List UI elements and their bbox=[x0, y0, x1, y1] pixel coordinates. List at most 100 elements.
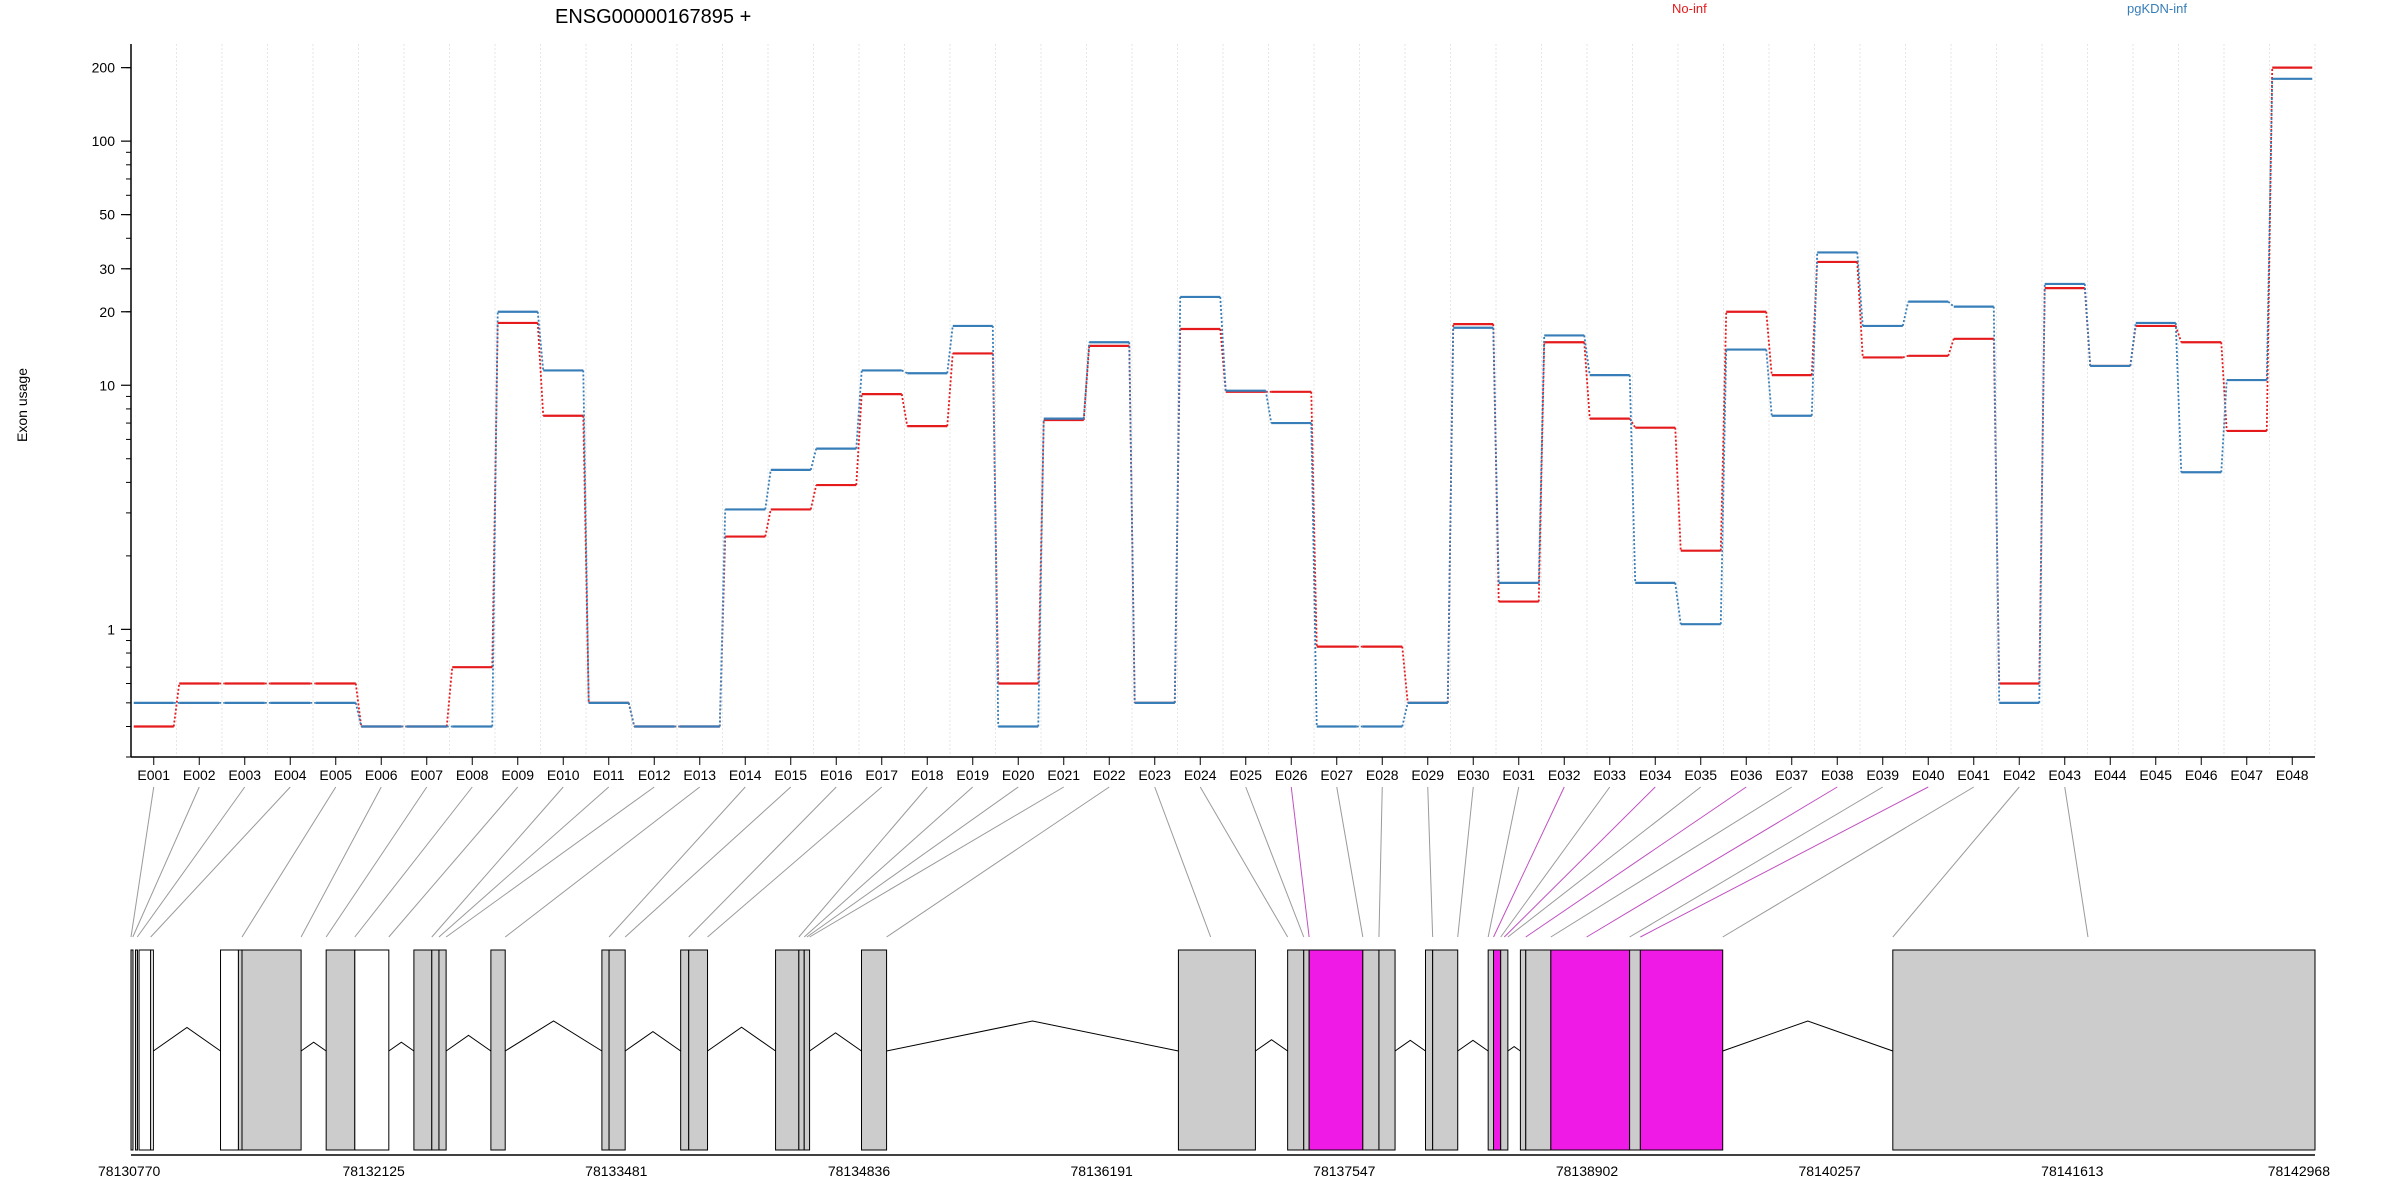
intron bbox=[886, 1020, 1179, 1052]
coord-label: 78133481 bbox=[585, 1163, 648, 1179]
exon-block bbox=[798, 949, 805, 1151]
exon-block bbox=[1550, 949, 1631, 1151]
usage-connector bbox=[2174, 325, 2183, 343]
usage-connector bbox=[1674, 582, 1682, 625]
usage-connector bbox=[1765, 311, 1773, 376]
x-tick-label: E012 bbox=[638, 767, 671, 783]
y-tick-label: 200 bbox=[92, 60, 116, 76]
x-tick-label: E038 bbox=[1821, 767, 1854, 783]
exon-block bbox=[775, 949, 800, 1151]
x-tick-label: E007 bbox=[410, 767, 443, 783]
usage-connector bbox=[1947, 338, 1955, 357]
exon-block bbox=[1432, 949, 1459, 1151]
usage-connector bbox=[1446, 327, 1455, 703]
usage-connector bbox=[2174, 322, 2183, 473]
exon-block bbox=[150, 949, 154, 1151]
exon-block bbox=[413, 949, 433, 1151]
y-tick-label: 50 bbox=[99, 207, 115, 223]
x-tick-label: E030 bbox=[1457, 767, 1490, 783]
coord-label: 78142968 bbox=[2268, 1163, 2331, 1179]
usage-connector bbox=[764, 509, 772, 537]
coord-label: 78141613 bbox=[2041, 1163, 2104, 1179]
x-tick-label: E031 bbox=[1502, 767, 1535, 783]
usage-connector bbox=[582, 370, 590, 703]
x-tick-label: E036 bbox=[1730, 767, 1763, 783]
exon-block bbox=[1378, 949, 1396, 1151]
series-1 bbox=[133, 77, 2313, 728]
exon-connector bbox=[1290, 786, 1310, 938]
x-tick-label: E018 bbox=[911, 767, 944, 783]
usage-connector bbox=[946, 353, 954, 427]
y-tick-label: 100 bbox=[92, 133, 116, 149]
usage-connector bbox=[764, 469, 772, 510]
x-tick-label: E015 bbox=[774, 767, 807, 783]
exon-connector bbox=[241, 786, 337, 938]
usage-connector bbox=[627, 702, 636, 727]
x-axis-ticks: E001 E002 E003 E004 E005 E006 E007 E008 E009 E010… bbox=[137, 757, 2309, 783]
x-tick-label: E048 bbox=[2276, 767, 2309, 783]
exon-connector bbox=[806, 786, 1019, 938]
usage-connector bbox=[1264, 390, 1273, 424]
coord-label: 78140257 bbox=[1799, 1163, 1862, 1179]
x-tick-label: E043 bbox=[2048, 767, 2081, 783]
usage-connector bbox=[855, 370, 863, 449]
x-tick-label: E003 bbox=[228, 767, 261, 783]
usage-connector bbox=[1901, 301, 1910, 327]
x-tick-label: E032 bbox=[1548, 767, 1581, 783]
exon-connector bbox=[886, 786, 1110, 938]
exon-connector bbox=[1586, 786, 1838, 938]
usage-connector bbox=[1810, 252, 1819, 416]
series-lines bbox=[133, 66, 2313, 728]
coord-label: 78134836 bbox=[828, 1163, 891, 1179]
usage-connector bbox=[1082, 342, 1091, 419]
intron bbox=[624, 1030, 681, 1052]
exon-connector bbox=[688, 786, 837, 938]
x-tick-label: E042 bbox=[2003, 767, 2036, 783]
exon-connector bbox=[809, 786, 1065, 938]
x-tick-label: E034 bbox=[1639, 767, 1672, 783]
exon-connector bbox=[707, 786, 883, 938]
x-tick-label: E021 bbox=[1047, 767, 1080, 783]
chart-title: ENSG00000167895 + bbox=[555, 6, 751, 28]
y-tick-label: 1 bbox=[107, 621, 115, 637]
exon-connector bbox=[1640, 786, 1929, 938]
exon-block bbox=[1629, 949, 1641, 1151]
usage-connector bbox=[1583, 342, 1591, 419]
usage-connector bbox=[2220, 342, 2228, 431]
x-tick-label: E009 bbox=[501, 767, 534, 783]
coord-label: 78136191 bbox=[1071, 1163, 1134, 1179]
exon-connector bbox=[325, 786, 428, 938]
coord-label: 78132125 bbox=[343, 1163, 406, 1179]
x-tick-label: E025 bbox=[1229, 767, 1262, 783]
x-tick-label: E033 bbox=[1593, 767, 1626, 783]
exon-connector bbox=[438, 786, 610, 938]
x-tick-label: E039 bbox=[1866, 767, 1899, 783]
exon-block bbox=[1308, 949, 1364, 1151]
x-tick-label: E027 bbox=[1320, 767, 1353, 783]
x-tick-label: E001 bbox=[137, 767, 170, 783]
exon-connector bbox=[150, 786, 291, 938]
exon-connector bbox=[136, 786, 246, 938]
x-tick-label: E035 bbox=[1684, 767, 1717, 783]
y-tick-label: 20 bbox=[99, 304, 115, 320]
exon-block bbox=[1493, 949, 1502, 1151]
exon-block bbox=[861, 949, 888, 1151]
exon-block bbox=[1303, 949, 1310, 1151]
exon-connector bbox=[132, 786, 200, 938]
exon-block bbox=[803, 949, 811, 1151]
exon-block bbox=[608, 949, 626, 1151]
exon-block bbox=[1500, 949, 1509, 1151]
coord-label: 78130770 bbox=[98, 1163, 161, 1179]
exon-connector bbox=[608, 786, 746, 938]
usage-connector bbox=[900, 393, 909, 427]
exon-connector bbox=[1550, 786, 1793, 938]
intron bbox=[153, 1026, 221, 1052]
intron bbox=[504, 1020, 603, 1052]
exon-block bbox=[325, 949, 356, 1151]
usage-connector bbox=[2129, 322, 2137, 367]
exon-connector bbox=[1500, 786, 1611, 938]
x-tick-label: E029 bbox=[1411, 767, 1444, 783]
intron bbox=[707, 1026, 776, 1052]
x-tick-label: E006 bbox=[365, 767, 398, 783]
exon-block bbox=[220, 949, 239, 1151]
